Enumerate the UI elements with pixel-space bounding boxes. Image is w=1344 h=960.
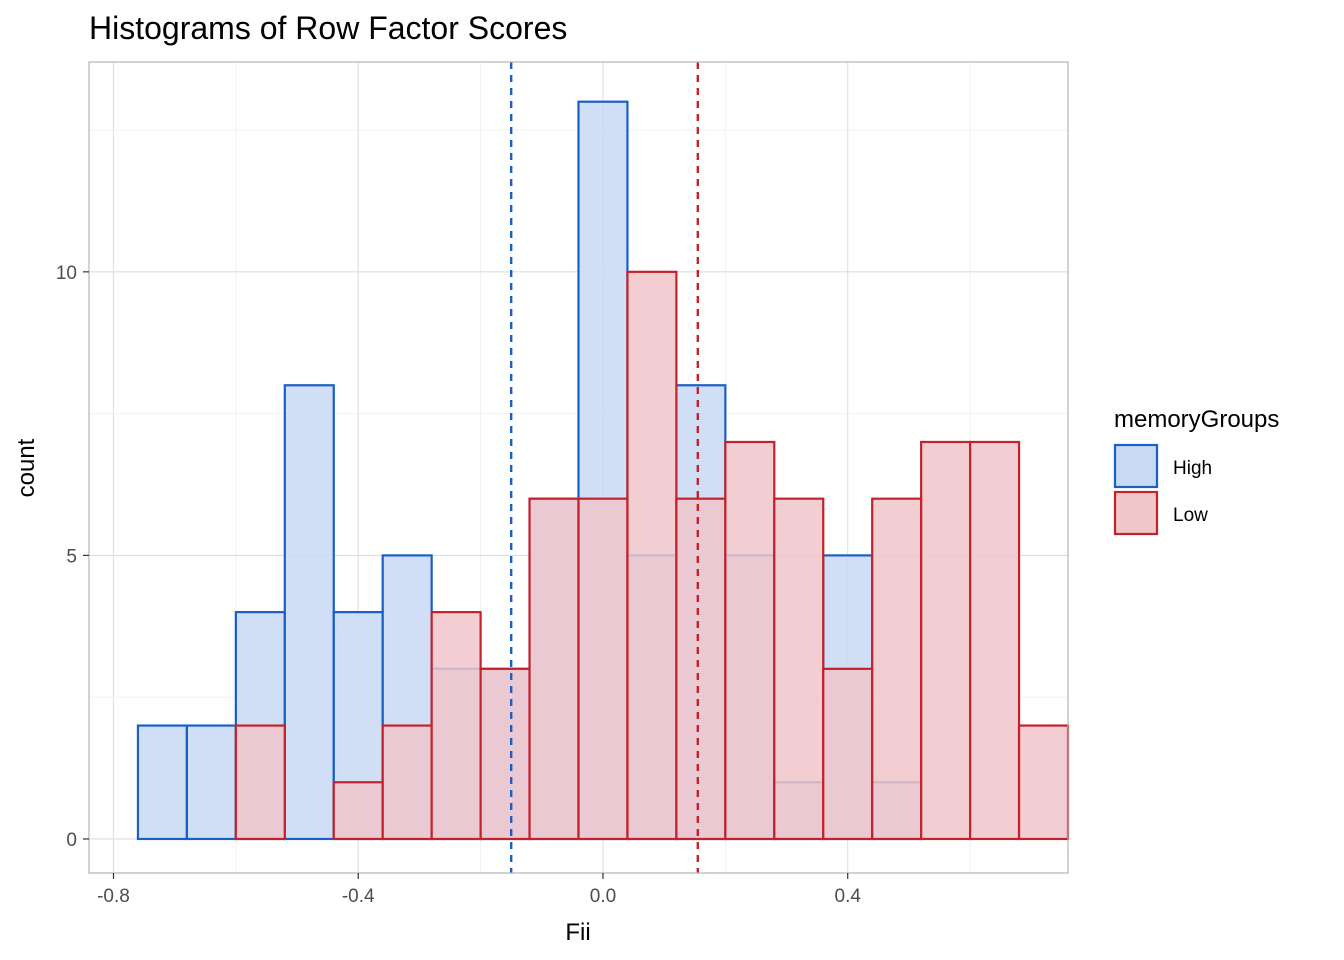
y-axis-ticks: 0 5 10: [56, 263, 89, 851]
x-tick-label: -0.8: [97, 886, 130, 907]
legend-title: memoryGroups: [1114, 406, 1279, 433]
y-axis-title: count: [13, 438, 40, 497]
bar-low: [430, 611, 482, 841]
series-low: [234, 270, 1070, 841]
bar-low: [577, 497, 629, 841]
y-tick-label: 0: [66, 830, 77, 851]
bar-low: [675, 497, 727, 841]
bar-low: [822, 667, 874, 841]
legend: memoryGroups High Low: [1113, 406, 1279, 536]
bar-low: [968, 440, 1021, 841]
bar-high: [185, 724, 237, 841]
legend-key-high: [1113, 443, 1159, 489]
bar-low: [724, 440, 776, 841]
legend-key-low: [1113, 490, 1159, 536]
mean-lines: [509, 62, 700, 873]
bar-low: [479, 667, 531, 841]
bar-high: [136, 724, 188, 841]
panel-border: [88, 61, 1069, 874]
y-tick-label: 10: [56, 263, 77, 284]
x-tick-label: 0.4: [835, 886, 862, 907]
x-axis-title: Fii: [565, 919, 590, 946]
bar-low: [528, 497, 580, 841]
bar-low: [626, 270, 678, 841]
y-tick-label: 5: [66, 546, 77, 567]
legend-label-high: High: [1173, 458, 1212, 479]
x-tick-label: -0.4: [342, 886, 375, 907]
bar-low: [773, 497, 825, 841]
x-tick-label: 0.0: [590, 886, 616, 907]
bar-low: [920, 440, 972, 841]
bar-high: [283, 384, 335, 841]
chart-title: Histograms of Row Factor Scores: [89, 10, 567, 46]
histogram-bars: [136, 100, 1070, 841]
bar-low: [234, 724, 286, 841]
bar-low: [332, 781, 384, 841]
bar-low: [1017, 724, 1070, 841]
bar-low: [871, 497, 923, 841]
legend-label-low: Low: [1173, 505, 1208, 526]
x-axis-ticks: -0.8 -0.4 0.0 0.4: [97, 873, 861, 907]
bar-low: [381, 724, 433, 841]
